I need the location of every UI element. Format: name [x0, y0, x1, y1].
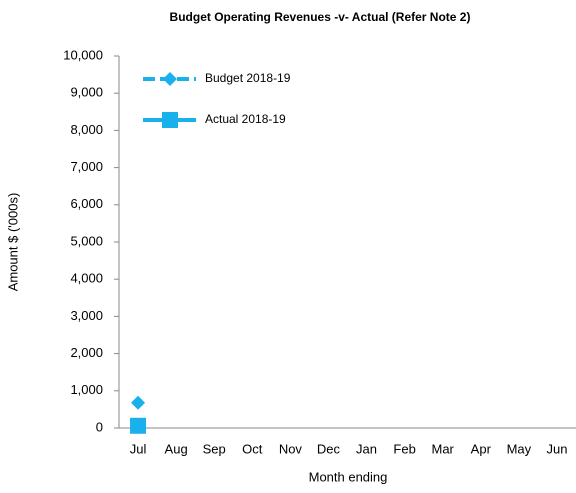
chart-title: Budget Operating Revenues -v- Actual (Re…	[170, 10, 471, 24]
x-tick-label: Jun	[546, 441, 567, 456]
y-axis-label: Amount $ ('000s)	[5, 193, 20, 292]
y-tick-label: 5,000	[70, 233, 103, 248]
x-tick-label: Nov	[279, 441, 303, 456]
x-tick-label: Oct	[242, 441, 263, 456]
data-point	[131, 395, 146, 410]
y-tick-label: 10,000	[63, 47, 103, 62]
y-tick-label: 1,000	[70, 382, 103, 397]
data-point	[130, 417, 147, 434]
legend-label: Actual 2018-19	[205, 112, 286, 126]
y-tick-label: 7,000	[70, 159, 103, 174]
x-tick-label: Sep	[203, 441, 226, 456]
x-tick-label: Apr	[471, 441, 492, 456]
y-tick-label: 6,000	[70, 196, 103, 211]
legend-marker	[163, 72, 177, 86]
x-axis-label: Month ending	[309, 469, 388, 484]
y-tick-label: 2,000	[70, 345, 103, 360]
x-tick-label: Dec	[317, 441, 341, 456]
y-tick-label: 3,000	[70, 308, 103, 323]
y-tick-label: 4,000	[70, 271, 103, 286]
y-tick-label: 0	[96, 419, 103, 434]
x-tick-label: May	[507, 441, 532, 456]
legend-label: Budget 2018-19	[205, 71, 291, 85]
y-tick-label: 9,000	[70, 85, 103, 100]
x-tick-label: Mar	[432, 441, 455, 456]
x-tick-label: Feb	[393, 441, 415, 456]
x-tick-label: Jul	[130, 441, 147, 456]
x-tick-label: Jan	[356, 441, 377, 456]
legend-marker	[162, 112, 178, 128]
x-tick-label: Aug	[165, 441, 188, 456]
y-tick-label: 8,000	[70, 122, 103, 137]
